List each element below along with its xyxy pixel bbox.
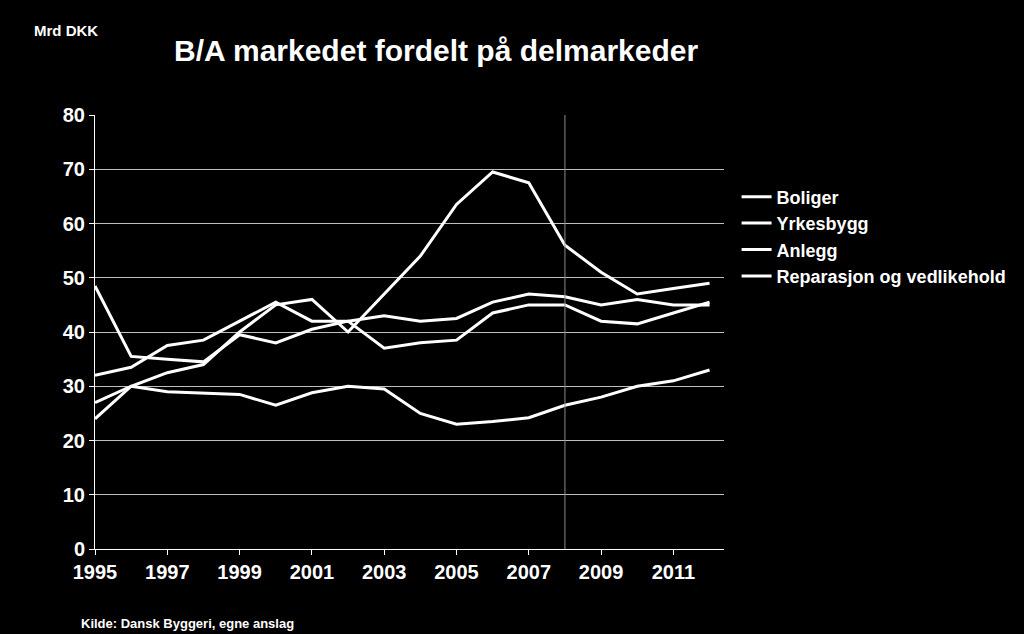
svg-text:1997: 1997 [145, 561, 190, 583]
svg-text:2003: 2003 [362, 561, 407, 583]
svg-text:10: 10 [63, 484, 85, 506]
svg-text:40: 40 [63, 321, 85, 343]
svg-text:70: 70 [63, 158, 85, 180]
svg-text:Mrd DKK: Mrd DKK [34, 22, 98, 39]
svg-text:20: 20 [63, 430, 85, 452]
svg-text:30: 30 [63, 375, 85, 397]
svg-text:2007: 2007 [507, 561, 552, 583]
svg-text:Reparasjon og vedlikehold: Reparasjon og vedlikehold [777, 267, 1006, 287]
svg-text:Boliger: Boliger [777, 188, 839, 208]
svg-text:1995: 1995 [73, 561, 118, 583]
svg-text:Yrkesbygg: Yrkesbygg [777, 214, 869, 234]
svg-text:60: 60 [63, 213, 85, 235]
svg-text:B/A markedet fordelt på delmar: B/A markedet fordelt på delmarkeder [174, 34, 698, 67]
svg-text:50: 50 [63, 267, 85, 289]
svg-text:2001: 2001 [290, 561, 335, 583]
svg-text:2009: 2009 [579, 561, 624, 583]
svg-text:1999: 1999 [217, 561, 262, 583]
svg-text:80: 80 [63, 104, 85, 126]
svg-text:Anlegg: Anlegg [777, 241, 838, 261]
svg-text:2011: 2011 [652, 561, 695, 583]
svg-text:0: 0 [74, 538, 85, 560]
svg-text:2005: 2005 [434, 561, 479, 583]
svg-text:Kilde: Dansk Byggeri, egne ans: Kilde: Dansk Byggeri, egne anslag [81, 616, 294, 631]
